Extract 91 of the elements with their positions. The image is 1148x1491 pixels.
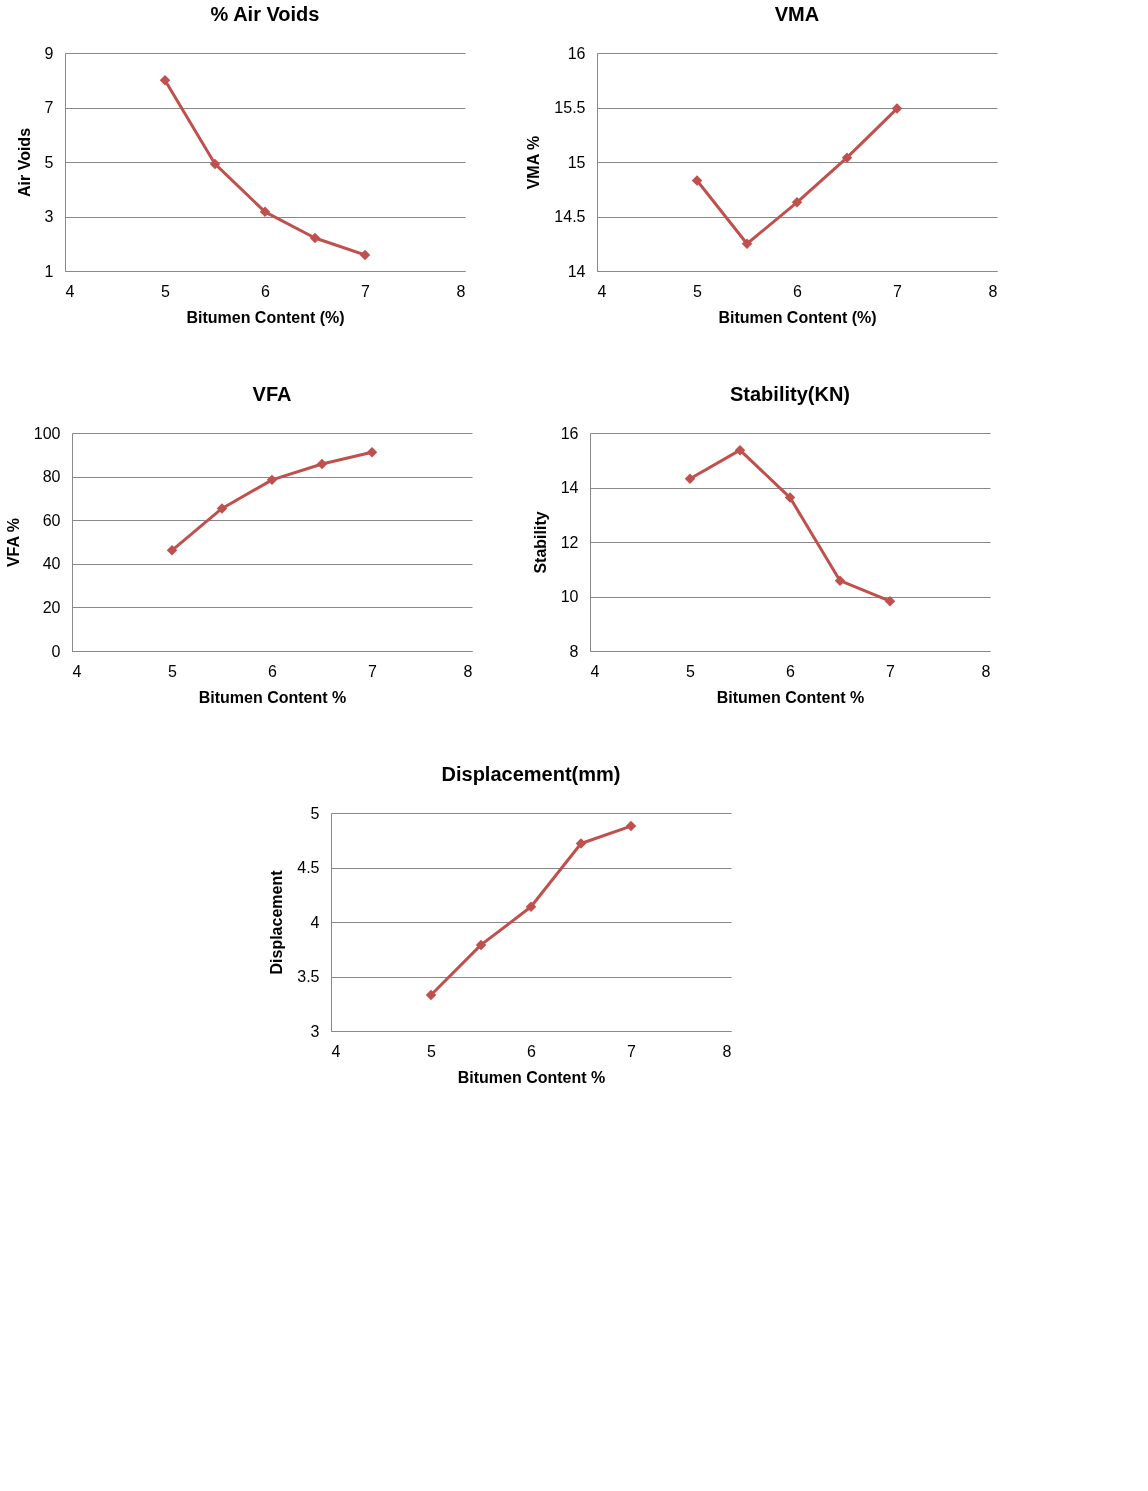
x-tick-label: 7 (368, 662, 378, 680)
x-tick-label: 6 (786, 662, 796, 680)
y-tick-label: 60 (42, 511, 61, 529)
x-tick-label: 6 (268, 662, 278, 680)
point (791, 197, 803, 208)
y-axis-title: Displacement (268, 869, 286, 975)
chart-title: Stability(KN) (730, 383, 850, 405)
y-tick-label: 9 (44, 44, 54, 62)
x-tick-label: 5 (168, 662, 178, 680)
point (741, 238, 753, 249)
y-tick-label: 10 (560, 588, 579, 605)
point (841, 152, 853, 163)
y-tick-label: 16 (567, 44, 586, 62)
x-tick-label: 7 (361, 282, 371, 300)
x-tick-label: 7 (893, 282, 903, 300)
y-tick-label: 14 (560, 479, 579, 496)
y-axis-title: Stability (531, 511, 549, 574)
y-tick-label: 15.5 (554, 99, 586, 116)
y-tick-label: 12 (560, 533, 579, 551)
x-tick-label: 8 (981, 662, 991, 680)
point (684, 473, 696, 485)
x-tick-label: 6 (527, 1042, 537, 1060)
y-tick-label: 3.5 (297, 968, 320, 985)
point (891, 103, 903, 114)
point (834, 575, 846, 586)
x-tick-label: 6 (261, 282, 271, 300)
x-axis-title: Bitumen Content % (198, 688, 347, 706)
y-axis-title: Air Voids (15, 127, 33, 198)
point (366, 446, 378, 458)
y-tick-label: 20 (42, 598, 61, 616)
point (216, 503, 228, 514)
x-axis-title: Bitumen Content (%) (186, 308, 345, 326)
x-tick-label: 8 (463, 662, 473, 680)
y-tick-label: 15 (567, 153, 586, 171)
x-axis-title: Bitumen Content % (716, 688, 865, 706)
y-tick-label: 7 (44, 99, 54, 116)
point (209, 158, 221, 170)
y-axis-title: VMA % (525, 135, 543, 190)
point (734, 444, 746, 456)
chart-title: VFA (252, 383, 292, 405)
x-tick-label: 7 (886, 662, 896, 680)
y-tick-label: 16 (560, 424, 579, 442)
x-tick-label: 5 (686, 662, 696, 680)
x-tick-label: 5 (693, 282, 703, 300)
point (259, 206, 271, 218)
y-tick-label: 0 (51, 642, 61, 660)
point (316, 458, 328, 470)
x-tick-label: 8 (456, 282, 466, 300)
x-tick-label: 6 (793, 282, 803, 300)
point (475, 939, 487, 951)
y-tick-label: 14.5 (554, 208, 586, 225)
x-tick-label: 5 (161, 282, 171, 300)
y-axis-title: VFA % (4, 517, 22, 568)
point (691, 175, 703, 186)
x-tick-label: 4 (65, 282, 75, 300)
point (266, 474, 278, 486)
chart-title: Displacement(mm) (441, 763, 621, 785)
x-tick-label: 5 (427, 1042, 437, 1060)
x-axis-title: Bitumen Content % (457, 1068, 606, 1086)
y-tick-label: 8 (569, 642, 579, 660)
x-tick-label: 4 (597, 282, 607, 300)
x-tick-label: 4 (331, 1042, 341, 1060)
x-tick-label: 4 (72, 662, 82, 680)
y-tick-label: 40 (42, 555, 61, 573)
y-tick-label: 80 (42, 468, 61, 486)
point (784, 492, 796, 503)
x-tick-label: 7 (627, 1042, 637, 1060)
chart-title: % Air Voids (210, 3, 320, 25)
y-tick-label: 3 (44, 208, 54, 225)
y-tick-label: 14 (567, 262, 586, 280)
y-tick-label: 4.5 (297, 859, 320, 876)
x-tick-label: 8 (988, 282, 998, 300)
point (884, 595, 896, 607)
point (525, 901, 537, 912)
point (425, 989, 437, 1001)
x-tick-label: 4 (590, 662, 600, 680)
x-tick-label: 8 (722, 1042, 732, 1060)
point (166, 545, 178, 556)
point (359, 249, 371, 261)
point (309, 232, 321, 244)
chart-title: VMA (774, 3, 820, 25)
point (159, 75, 171, 86)
y-tick-label: 1 (44, 262, 54, 280)
point (575, 838, 587, 849)
y-tick-label: 5 (44, 153, 54, 171)
y-tick-label: 100 (33, 424, 61, 442)
y-tick-label: 3 (310, 1022, 320, 1040)
point (625, 820, 637, 832)
y-tick-label: 5 (310, 804, 320, 822)
x-axis-title: Bitumen Content (%) (718, 308, 877, 326)
y-tick-label: 4 (310, 913, 320, 931)
